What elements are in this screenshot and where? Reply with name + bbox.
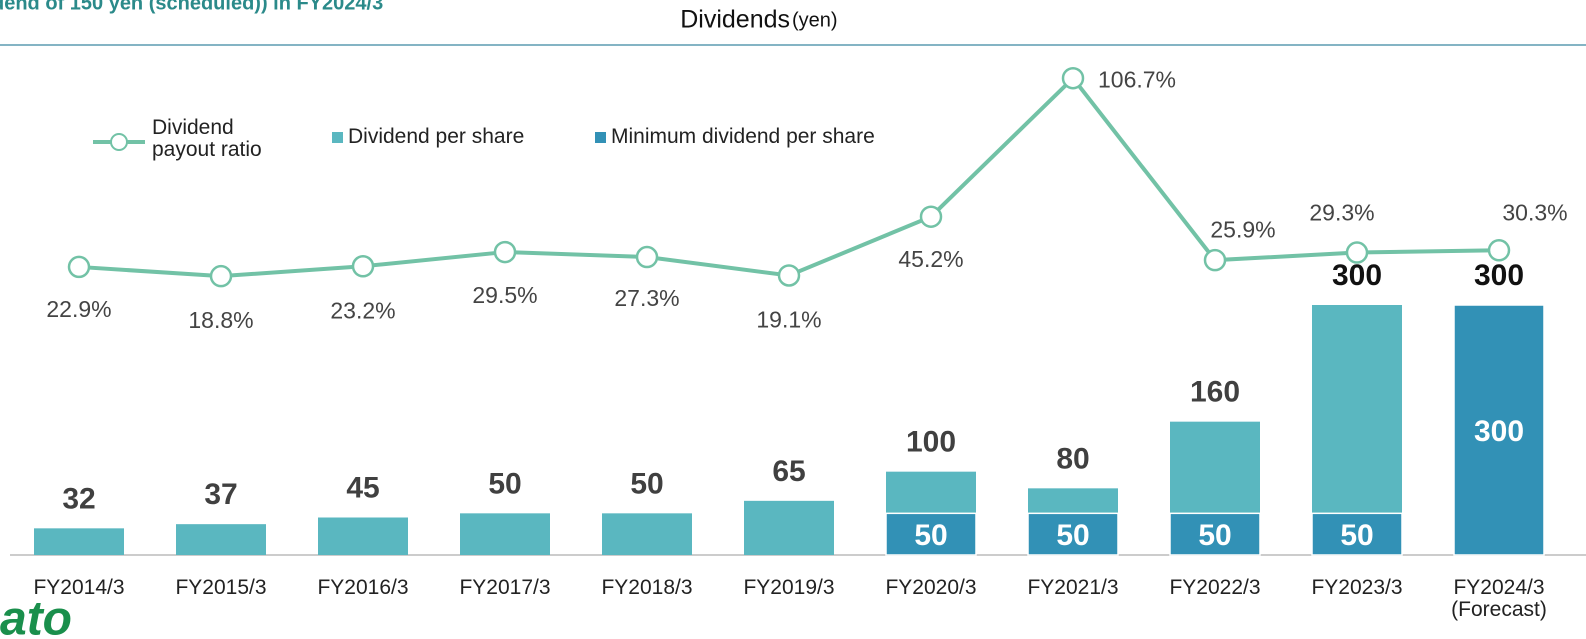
chart-subtitle: (yen): [792, 9, 838, 31]
line-value-label: 19.1%: [756, 307, 821, 333]
x-tick-label: FY2016/3: [317, 576, 409, 599]
line-marker: [209, 264, 233, 288]
x-tick-label: FY2017/3: [459, 576, 551, 599]
line-value-label: 22.9%: [46, 296, 111, 322]
x-tick-label: FY2015/3: [175, 576, 267, 599]
legend-swatch: [332, 132, 343, 143]
value-label: 50: [488, 467, 521, 500]
value-label: 300: [1474, 415, 1524, 448]
bar: [744, 500, 834, 555]
line-value-label: 29.5%: [472, 282, 537, 308]
value-label: 100: [906, 426, 956, 459]
value-label: 50: [1340, 519, 1373, 552]
line-value-label: 25.9%: [1210, 216, 1275, 242]
line-marker: [1061, 66, 1085, 90]
x-tick-label: FY2023/3: [1311, 576, 1403, 599]
line-value-label: 23.2%: [330, 297, 395, 323]
bar: [460, 513, 550, 555]
value-label: 160: [1190, 376, 1240, 409]
bar: [885, 512, 977, 556]
line-value-label: 27.3%: [614, 285, 679, 311]
bar: [1453, 304, 1545, 556]
legend-label: Minimum dividend per share: [611, 125, 875, 148]
x-tick-label: FY2018/3: [601, 576, 693, 599]
legend-marker: [110, 133, 128, 151]
legend-label: Dividend payout ratio: [152, 116, 262, 161]
x-tick-label: FY2019/3: [743, 576, 835, 599]
value-label: 50: [1198, 519, 1231, 552]
bar: [34, 528, 124, 555]
value-label: 32: [62, 482, 95, 515]
line-value-label: 30.3%: [1502, 199, 1567, 225]
x-tick-label: FY2020/3: [885, 576, 977, 599]
chart-title: Dividends: [680, 6, 790, 34]
value-label: 80: [1056, 442, 1089, 475]
line-marker: [351, 255, 375, 278]
value-label: 65: [772, 455, 805, 488]
bar: [176, 524, 266, 555]
bar: [1027, 512, 1119, 556]
value-label: 300: [1332, 259, 1382, 292]
value-label: 50: [1056, 519, 1089, 552]
line-marker: [777, 264, 801, 287]
line-value-label: 45.2%: [898, 246, 963, 272]
value-label: 50: [630, 467, 663, 500]
value-label: 37: [204, 478, 237, 511]
value-label: 300: [1474, 259, 1524, 292]
line-marker: [635, 245, 659, 269]
bar: [1169, 512, 1261, 556]
line-marker: [67, 255, 91, 279]
bar: [318, 517, 408, 555]
page-title: dend of 150 yen (scheduled)) in FY2024/3: [0, 0, 383, 15]
legend-label: Dividend per share: [348, 125, 525, 148]
x-tick-label: FY2024/3 (Forecast): [1451, 576, 1547, 621]
line-value-label: 106.7%: [1098, 66, 1176, 92]
bar: [1311, 512, 1403, 556]
value-label: 50: [914, 519, 947, 552]
x-tick-label: FY2014/3: [33, 576, 125, 599]
legend-swatch: [595, 132, 606, 143]
line-marker: [1487, 239, 1511, 262]
line-value-label: 18.8%: [188, 307, 253, 333]
bar: [602, 513, 692, 555]
line-value-label: 29.3%: [1309, 200, 1374, 226]
x-tick-label: FY2021/3: [1027, 576, 1119, 599]
line: [78, 75, 1500, 279]
line-marker: [1345, 241, 1369, 264]
line-marker: [919, 205, 943, 228]
x-tick-label: FY2022/3: [1169, 576, 1261, 599]
logo: ato: [0, 593, 72, 639]
value-label: 45: [346, 471, 379, 504]
line-marker: [493, 240, 517, 264]
line-marker: [1203, 248, 1227, 272]
